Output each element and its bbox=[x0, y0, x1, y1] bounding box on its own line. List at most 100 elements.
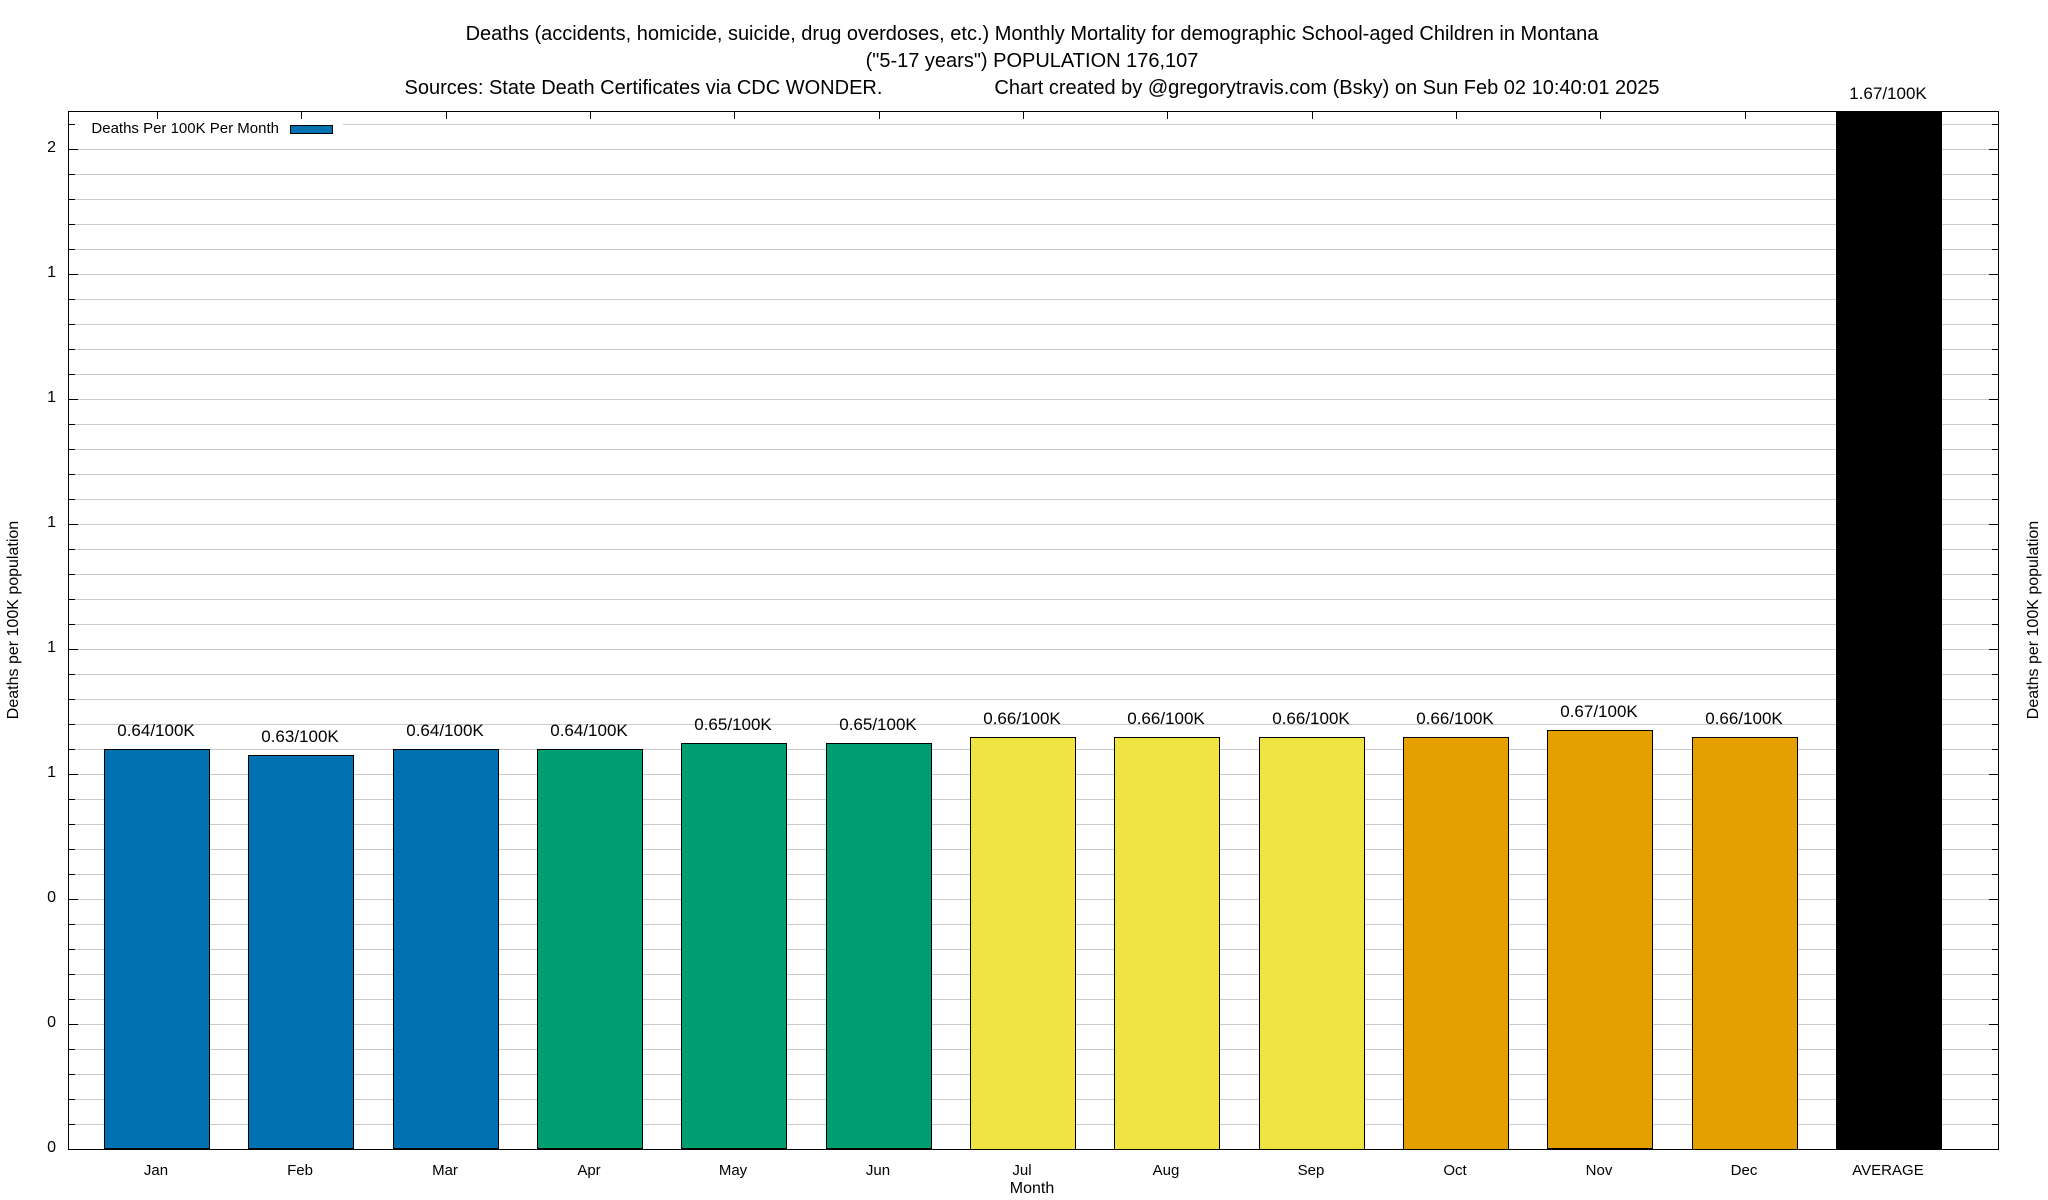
y-tick bbox=[1989, 149, 1998, 150]
y-tick bbox=[1992, 949, 1998, 950]
y-tick bbox=[1992, 474, 1998, 475]
x-label-jun: Jun bbox=[865, 1162, 891, 1179]
y-tick bbox=[69, 174, 75, 175]
y-tick bbox=[69, 974, 75, 975]
legend: Deaths Per 100K Per Month bbox=[71, 114, 343, 141]
y-tick-label: 1 bbox=[47, 764, 56, 781]
x-tick bbox=[590, 112, 591, 119]
bar-nov bbox=[1547, 730, 1653, 1149]
bar-mar bbox=[393, 749, 499, 1149]
y-tick bbox=[1992, 349, 1998, 350]
y-tick bbox=[1989, 524, 1998, 525]
y-tick bbox=[69, 874, 75, 875]
bar-aug bbox=[1114, 737, 1220, 1150]
y-tick bbox=[69, 474, 75, 475]
x-tick bbox=[446, 112, 447, 119]
gridline bbox=[69, 549, 1998, 550]
y-tick bbox=[69, 599, 75, 600]
y-tick bbox=[1992, 924, 1998, 925]
y-tick bbox=[69, 149, 78, 150]
chart-header: Deaths (accidents, homicide, suicide, dr… bbox=[16, 21, 2048, 102]
gridline bbox=[69, 699, 1998, 700]
y-tick bbox=[69, 374, 75, 375]
y-tick bbox=[69, 399, 78, 400]
y-tick-label: 1 bbox=[47, 264, 56, 281]
y-tick bbox=[1992, 1049, 1998, 1050]
x-label-average: AVERAGE bbox=[1852, 1162, 1924, 1179]
y-tick-label: 0 bbox=[47, 1014, 56, 1031]
legend-swatch-icon bbox=[290, 125, 333, 134]
y-tick bbox=[69, 799, 75, 800]
x-tick bbox=[1456, 112, 1457, 119]
x-tick bbox=[734, 112, 735, 119]
bar-jan bbox=[104, 749, 210, 1149]
y-tick bbox=[1989, 899, 1998, 900]
bar-jun bbox=[826, 743, 932, 1149]
y-tick bbox=[69, 349, 75, 350]
y-tick bbox=[69, 849, 75, 850]
bar-apr bbox=[537, 749, 643, 1149]
x-label-aug: Aug bbox=[1152, 1162, 1180, 1179]
y-tick bbox=[69, 574, 75, 575]
x-tick bbox=[1600, 112, 1601, 119]
y-tick bbox=[69, 1124, 75, 1125]
y-tick bbox=[1992, 974, 1998, 975]
x-tick bbox=[1889, 112, 1890, 119]
credit-note: Chart created by @gregorytravis.com (Bsk… bbox=[994, 77, 1660, 99]
y-tick bbox=[1992, 174, 1998, 175]
x-tick bbox=[1023, 112, 1024, 119]
gridline bbox=[69, 374, 1998, 375]
x-label-mar: Mar bbox=[432, 1162, 458, 1179]
y-tick bbox=[69, 774, 78, 775]
y-tick bbox=[1989, 649, 1998, 650]
chart-title-line2: ("5-17 years") POPULATION 176,107 bbox=[865, 50, 1199, 72]
x-tick bbox=[879, 112, 880, 119]
y-tick bbox=[1992, 199, 1998, 200]
y-tick bbox=[1992, 999, 1998, 1000]
y-tick-label: 1 bbox=[47, 389, 56, 406]
y-tick bbox=[69, 824, 75, 825]
y-tick bbox=[1992, 424, 1998, 425]
x-tick bbox=[157, 112, 158, 119]
x-label-apr: Apr bbox=[577, 1162, 601, 1179]
gridline bbox=[69, 449, 1998, 450]
x-label-jan: Jan bbox=[143, 1162, 169, 1179]
bar-oct bbox=[1403, 737, 1509, 1150]
gridline bbox=[69, 324, 1998, 325]
x-tick bbox=[1167, 112, 1168, 119]
y-tick bbox=[69, 924, 75, 925]
y-tick bbox=[1992, 749, 1998, 750]
y-tick bbox=[69, 549, 75, 550]
y-tick bbox=[1992, 724, 1998, 725]
y-tick-label: 0 bbox=[47, 1139, 56, 1156]
gridline bbox=[69, 624, 1998, 625]
x-label-sep: Sep bbox=[1297, 1162, 1325, 1179]
legend-label: Deaths Per 100K Per Month bbox=[91, 120, 279, 137]
y-tick bbox=[1989, 774, 1998, 775]
y-tick-label: 0 bbox=[47, 889, 56, 906]
y-tick bbox=[69, 1049, 75, 1050]
y-tick bbox=[69, 499, 75, 500]
y-tick bbox=[1992, 374, 1998, 375]
x-label-nov: Nov bbox=[1585, 1162, 1613, 1179]
bar-jul bbox=[970, 737, 1076, 1150]
gridline bbox=[69, 149, 1998, 150]
x-label-feb: Feb bbox=[287, 1162, 313, 1179]
y-tick bbox=[69, 324, 75, 325]
bar-feb bbox=[248, 755, 354, 1149]
x-tick bbox=[1745, 112, 1746, 119]
y-tick bbox=[1992, 699, 1998, 700]
y-tick bbox=[69, 949, 75, 950]
y-tick bbox=[69, 524, 78, 525]
gridline bbox=[69, 674, 1998, 675]
bar-may bbox=[681, 743, 787, 1149]
plot-area: Deaths Per 100K Per Month bbox=[68, 111, 1999, 1150]
gridline bbox=[69, 224, 1998, 225]
y-tick bbox=[69, 1074, 75, 1075]
sources-note: Sources: State Death Certificates via CD… bbox=[404, 77, 883, 99]
gridline bbox=[69, 399, 1998, 400]
y-axis-label-right: Deaths per 100K population bbox=[2025, 520, 2042, 720]
x-label-may: May bbox=[718, 1162, 748, 1179]
gridline bbox=[69, 124, 1998, 125]
y-tick bbox=[69, 449, 75, 450]
